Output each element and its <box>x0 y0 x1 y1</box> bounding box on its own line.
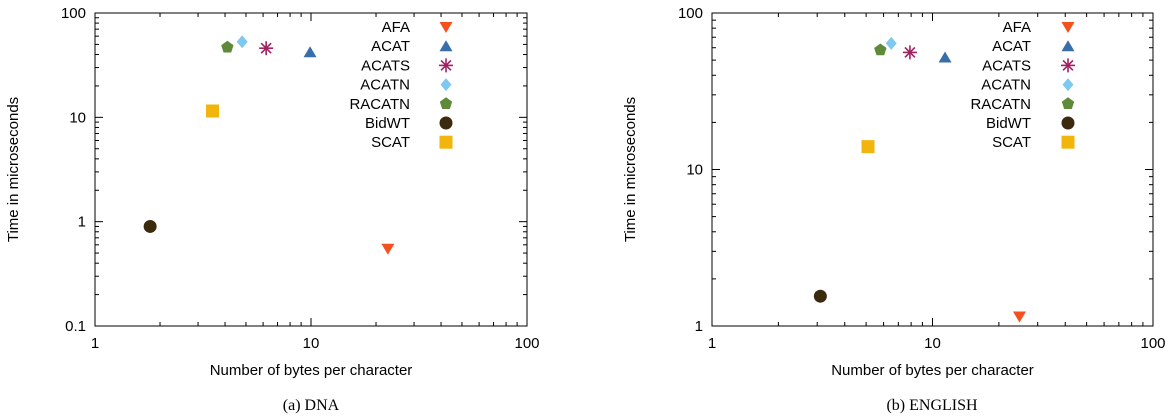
legend-label: RACATN <box>349 96 410 113</box>
data-point-bidwt <box>143 219 157 233</box>
legend-item-afa: AFA <box>382 19 453 36</box>
legend-label: ACAT <box>371 38 410 55</box>
data-point-racatn <box>221 40 234 53</box>
legend-label: SCAT <box>371 134 410 151</box>
legend-item-acatn: ACATN <box>360 77 452 94</box>
y-tick-label: 1 <box>78 214 86 231</box>
x-tick-label: 10 <box>924 335 941 352</box>
chart-panel-dna: 1 10 100 0.1 1 10 100 Number of bytes per chara… <box>5 5 540 414</box>
legend-marker-racatn <box>1061 97 1075 110</box>
legend-label: ACATN <box>981 77 1031 94</box>
legend-label: AFA <box>382 19 410 36</box>
figure-caption: (b) ENGLISH <box>886 397 978 414</box>
legend-item-acat: ACAT <box>992 38 1075 55</box>
x-axis-title: Number of bytes per character <box>831 362 1034 379</box>
legend-marker-bidwt <box>1061 116 1075 130</box>
data-point-acatn <box>885 36 897 50</box>
data-point-afa <box>1012 311 1026 323</box>
legend-marker-acats <box>1061 58 1075 73</box>
legend-item-acats: ACATS <box>361 57 453 74</box>
data-point-bidwt <box>813 289 827 303</box>
legend-marker-afa <box>439 22 453 33</box>
legend-marker-acatn <box>440 78 452 92</box>
legend-item-afa: AFA <box>1003 19 1075 36</box>
legend-label: ACATS <box>982 57 1031 74</box>
legend: AFA ACAT ACATS ACATN RACATN BidWT SCAT <box>970 19 1075 151</box>
y-tick-label: 100 <box>678 5 703 22</box>
y-axis-title: Time in microseconds <box>622 97 639 242</box>
data-point-acats <box>902 45 917 60</box>
data-point-acat <box>938 51 952 63</box>
legend-label: RACATN <box>970 96 1031 113</box>
chart-panel-english: 1 10 100 1 10 100 Number of bytes per characte… <box>622 5 1166 414</box>
legend-label: ACATN <box>360 77 410 94</box>
legend-marker-acatn <box>1062 78 1074 92</box>
legend-marker-acat <box>439 40 453 52</box>
y-tick-label: 1 <box>695 318 703 335</box>
minor-ticks <box>95 13 527 326</box>
legend-label: ACAT <box>992 38 1031 55</box>
legend: AFA ACAT ACATS ACATN RACATN BidWT SCAT <box>349 19 453 151</box>
legend-label: BidWT <box>986 115 1031 132</box>
legend-label: BidWT <box>365 115 410 132</box>
legend-item-acat: ACAT <box>371 38 453 55</box>
y-axis-title: Time in microseconds <box>5 97 22 242</box>
x-tick-label: 100 <box>514 335 539 352</box>
data-point-scat <box>861 140 875 154</box>
x-axis-title: Number of bytes per character <box>210 362 413 379</box>
data-points <box>143 35 395 255</box>
legend-label: SCAT <box>992 134 1031 151</box>
data-point-acats <box>259 41 274 56</box>
y-tick-label: 10 <box>69 109 86 126</box>
legend-item-racatn: RACATN <box>349 96 453 113</box>
y-tick-label: 10 <box>686 162 703 179</box>
legend-marker-scat <box>439 135 453 149</box>
data-point-racatn <box>874 43 887 56</box>
legend-item-scat: SCAT <box>371 134 453 151</box>
x-tick-label: 1 <box>708 335 716 352</box>
legend-marker-racatn <box>439 97 453 110</box>
legend-item-bidwt: BidWT <box>365 115 453 132</box>
data-point-scat <box>206 104 220 118</box>
data-points <box>813 36 1026 323</box>
minor-ticks <box>712 13 1153 326</box>
legend-item-racatn: RACATN <box>970 96 1075 113</box>
x-tick-label: 10 <box>303 335 320 352</box>
legend-marker-acat <box>1061 40 1075 52</box>
y-tick-label: 0.1 <box>65 318 86 335</box>
data-point-acat <box>303 46 317 58</box>
legend-item-bidwt: BidWT <box>986 115 1075 132</box>
legend-marker-afa <box>1061 22 1075 33</box>
plot-frame <box>711 12 1154 327</box>
y-tick-label: 100 <box>61 5 86 22</box>
legend-marker-acats <box>439 58 453 73</box>
x-tick-label: 1 <box>91 335 99 352</box>
legend-label: ACATS <box>361 57 410 74</box>
x-tick-label: 100 <box>1140 335 1165 352</box>
legend-label: AFA <box>1003 19 1031 36</box>
data-point-acatn <box>236 35 248 49</box>
figure-caption: (a) DNA <box>283 397 340 414</box>
legend-item-scat: SCAT <box>992 134 1075 151</box>
legend-item-acats: ACATS <box>982 57 1075 74</box>
data-point-afa <box>381 243 395 255</box>
legend-marker-scat <box>1061 135 1075 149</box>
plot-frame <box>94 12 528 327</box>
legend-item-acatn: ACATN <box>981 77 1074 94</box>
legend-marker-bidwt <box>439 116 453 130</box>
